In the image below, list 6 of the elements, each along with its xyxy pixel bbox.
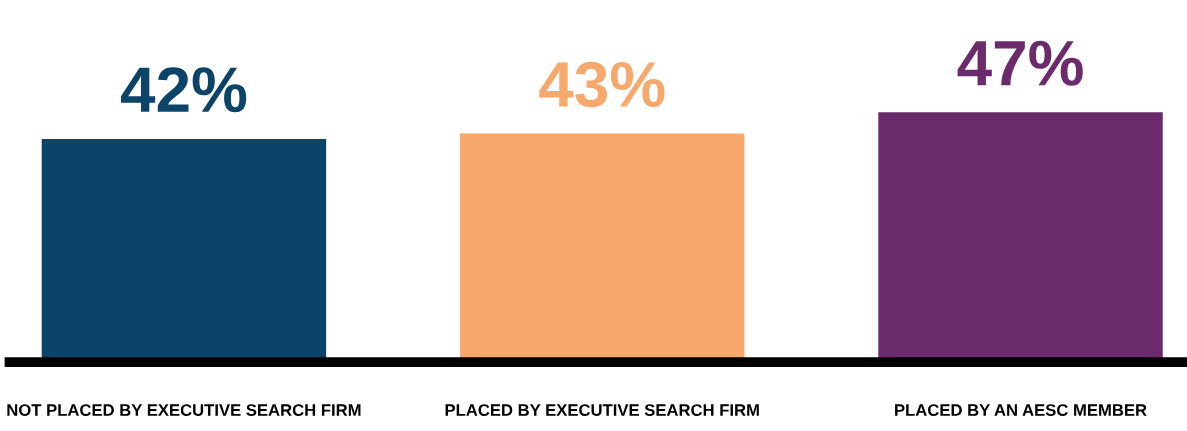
data-label: 43% [539,61,665,108]
data-label: 47% [957,40,1083,86]
x-tick-label: PLACED BY AN AESC MEMBER [895,404,1147,416]
x-tick-label: NOT PLACED BY EXECUTIVE SEARCH FIRM [7,404,361,416]
x-tick-label: PLACED BY EXECUTIVE SEARCH FIRM [445,404,759,416]
data-label: 42% [120,67,247,113]
